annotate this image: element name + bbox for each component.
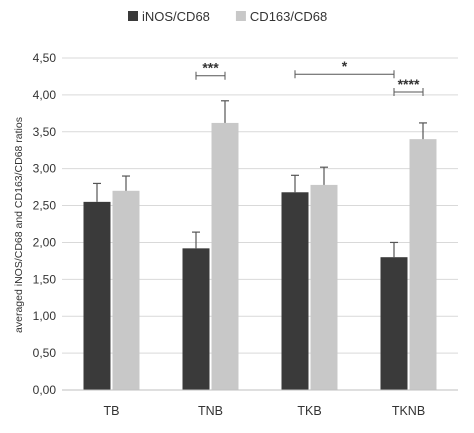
legend-label: iNOS/CD68 [142, 9, 210, 24]
x-tick-label: TNB [198, 404, 223, 418]
y-tick-label: 3,00 [33, 162, 57, 176]
bar-cd163-cd68-tnb [211, 122, 239, 391]
significance-annotations: *** ***** [195, 58, 424, 96]
legend-swatch [235, 11, 246, 21]
significance-label: * [342, 58, 348, 74]
y-tick-label: 4,00 [33, 88, 57, 102]
bar-inos-cd68-tnb [182, 248, 210, 390]
significance-label: **** [398, 76, 420, 92]
y-tick-label: 1,00 [33, 309, 57, 323]
bars [83, 122, 437, 391]
bar-inos-cd68-tkb [281, 192, 309, 390]
y-tick-label: 2,50 [33, 199, 57, 213]
y-tick-label: 1,50 [33, 272, 57, 286]
bar-inos-cd68-tknb [380, 257, 408, 390]
y-axis-label: averaged iNOS/CD68 and CD163/CD68 ratios [13, 117, 25, 333]
legend: iNOS/CD68 CD163/CD68 [128, 9, 327, 24]
bar-cd163-cd68-tkb [310, 184, 338, 390]
x-tick-label: TKB [297, 404, 321, 418]
bar-cd163-cd68-tb [112, 190, 140, 390]
y-tick-label: 0,50 [33, 346, 57, 360]
bar-inos-cd68-tb [83, 201, 111, 390]
bar-cd163-cd68-tknb [409, 139, 437, 390]
error-bars [93, 100, 427, 258]
significance-label: *** [202, 60, 219, 76]
y-tick-label: 2,00 [33, 235, 57, 249]
axes: 0,00 0,50 1,00 1,50 2,00 2,50 3,00 3,50 4,00 4,50… [33, 51, 458, 418]
legend-label: CD163/CD68 [250, 9, 327, 24]
x-tick-label: TB [104, 404, 120, 418]
y-tick-label: 3,50 [33, 125, 57, 139]
x-tick-label: TKNB [392, 404, 425, 418]
y-tick-label: 4,50 [33, 51, 57, 65]
legend-swatch [128, 11, 138, 21]
y-tick-label: 0,00 [33, 383, 57, 397]
